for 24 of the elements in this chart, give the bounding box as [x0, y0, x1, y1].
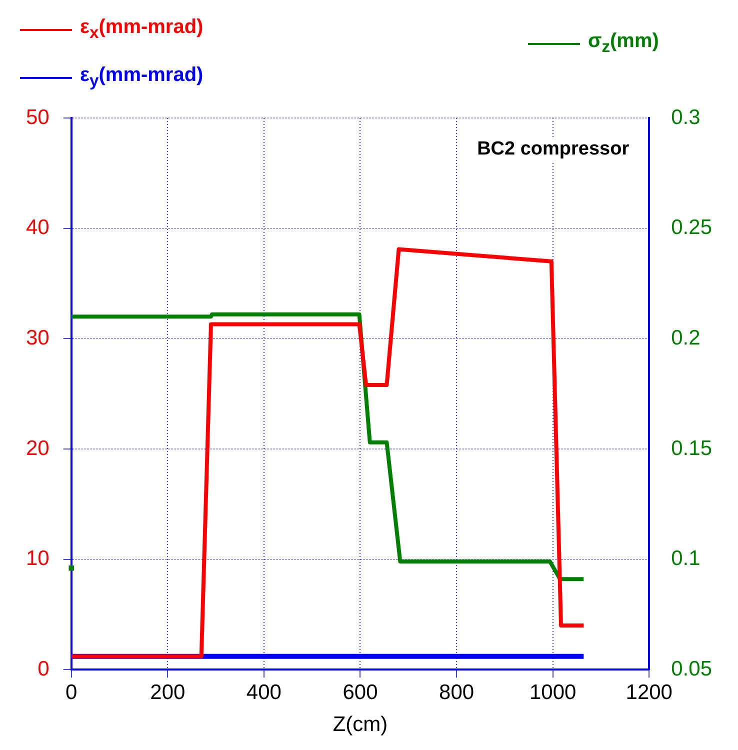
y-tick-label: 50: [26, 106, 50, 129]
y-tick-label: 10: [26, 547, 50, 570]
legend-label: ε$_{y}$(mm-mrad): [80, 64, 204, 91]
y2-tick-label: 0.15: [671, 436, 712, 460]
x-tick-label: 1200: [626, 680, 672, 704]
x-tick-label: 800: [439, 680, 474, 704]
y2-tick-label: 0.25: [671, 216, 712, 240]
x-tick-label: 0: [66, 680, 78, 704]
legend-label: ε$_{x}$(mm-mrad): [80, 16, 204, 43]
x-tick-label: 1000: [529, 680, 576, 704]
y-tick-label: 40: [26, 216, 50, 240]
y2-tick-label: 0.05: [671, 657, 712, 680]
y2-tick-label: 0.2: [671, 326, 700, 350]
x-tick-label: 200: [150, 680, 186, 704]
x-tick-label: 400: [246, 680, 282, 704]
x-axis-title: Z(cm): [332, 713, 388, 736]
y-tick-label: 20: [26, 436, 50, 460]
annotation: BC2 compressor: [477, 138, 630, 160]
y-tick-label: 30: [26, 326, 50, 350]
x-tick-label: 600: [342, 680, 378, 704]
y2-tick-label: 0.1: [671, 547, 700, 570]
legend-label: σ$_{z}$(mm): [588, 30, 659, 57]
y2-tick-label: 0.3: [671, 106, 700, 129]
y-tick-label: 0: [38, 657, 50, 680]
